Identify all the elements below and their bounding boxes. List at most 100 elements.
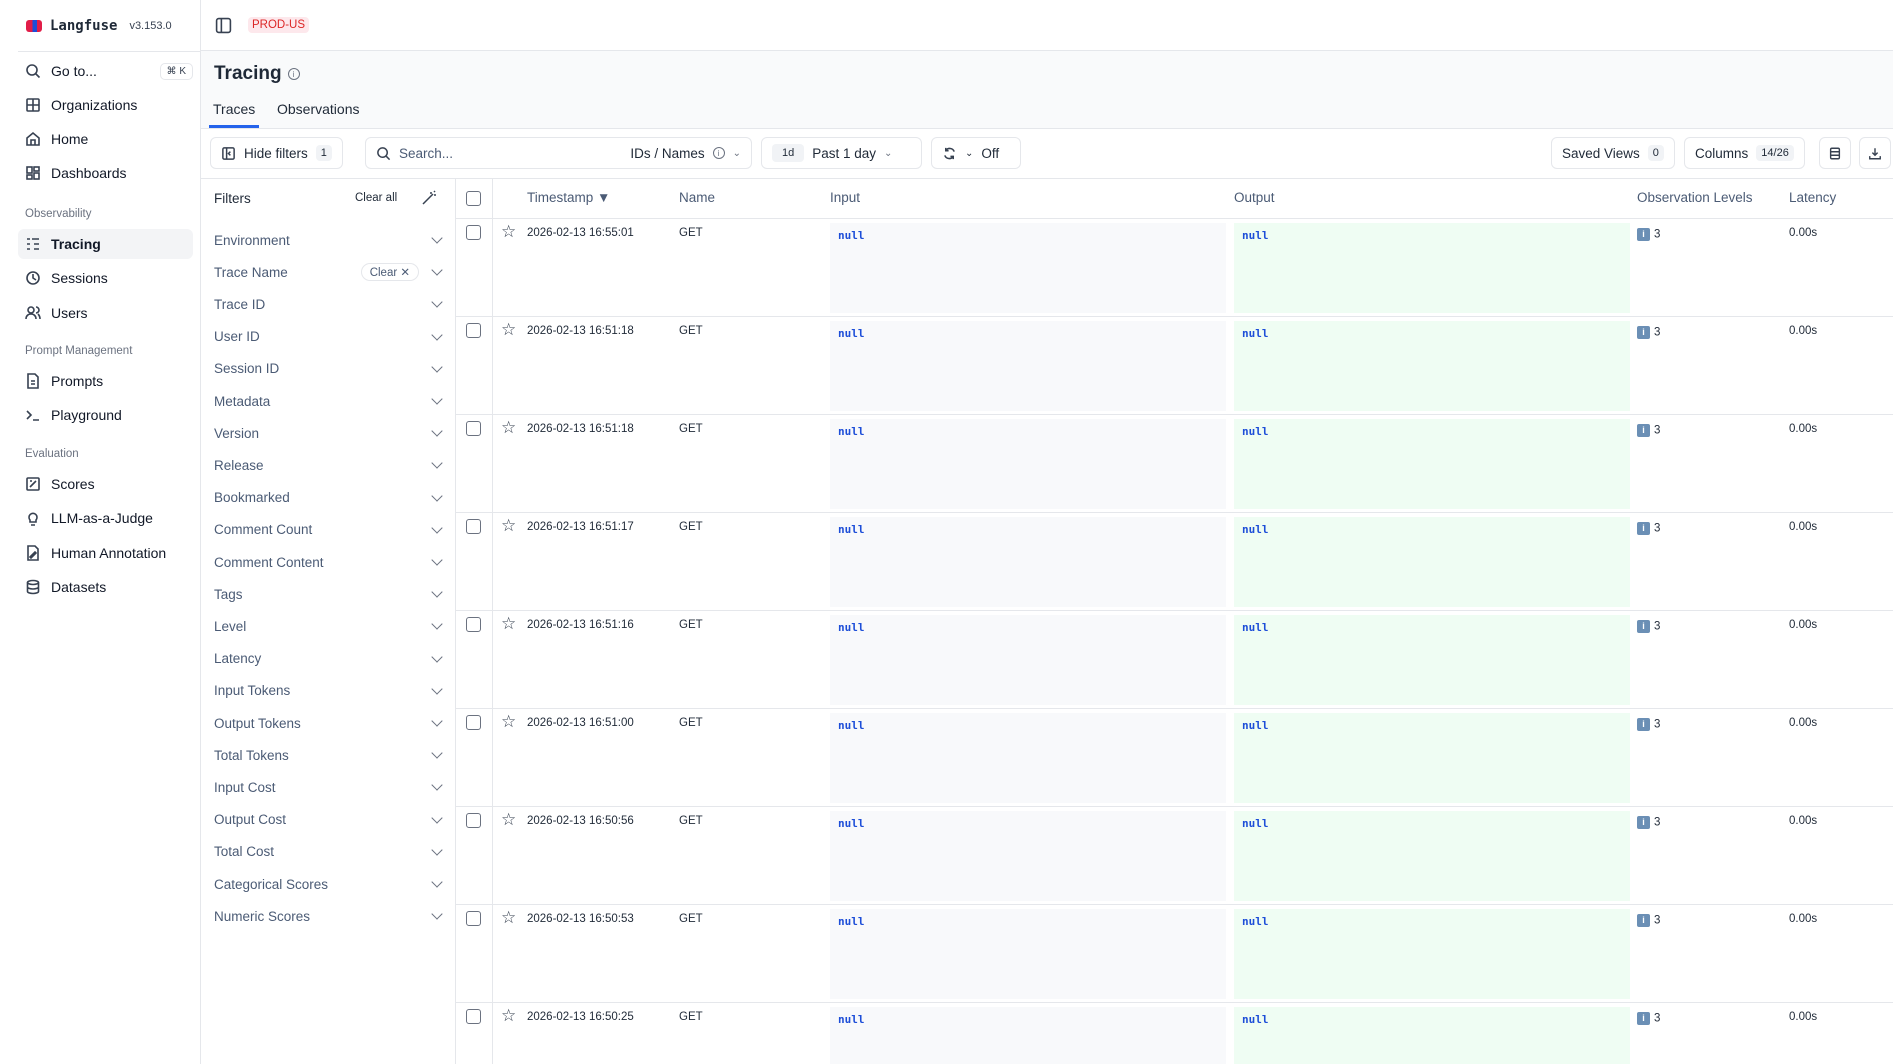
- name-cell[interactable]: GET: [679, 1011, 703, 1023]
- table-row[interactable]: ☆ 2026-02-13 16:51:16 GET null null i 3 0.00s: [456, 611, 1893, 709]
- brand[interactable]: Langfuse v3.153.0: [26, 18, 172, 34]
- app-version: v3.153.0: [129, 20, 172, 32]
- filter-comment-count[interactable]: Comment Count: [214, 518, 444, 542]
- time-range-select[interactable]: 1d Past 1 day ⌄: [761, 137, 922, 169]
- select-all-checkbox[interactable]: [466, 191, 481, 206]
- star-icon[interactable]: ☆: [501, 320, 517, 339]
- search-input[interactable]: Search...: [399, 145, 454, 161]
- tab-traces[interactable]: Traces: [209, 101, 260, 128]
- sidebar-item-home[interactable]: Home: [18, 124, 193, 154]
- filter-environment[interactable]: Environment: [214, 228, 444, 252]
- filter-version[interactable]: Version: [214, 421, 444, 445]
- table-row[interactable]: ☆ 2026-02-13 16:51:18 GET null null i 3 0.00s: [456, 317, 1893, 415]
- filter-session-id[interactable]: Session ID: [214, 357, 444, 381]
- star-icon[interactable]: ☆: [501, 222, 517, 241]
- name-cell[interactable]: GET: [679, 913, 703, 925]
- name-cell[interactable]: GET: [679, 325, 703, 337]
- table-row[interactable]: ☆ 2026-02-13 16:50:56 GET null null i 3 0.00s: [456, 807, 1893, 905]
- auto-refresh-button[interactable]: ⌄ Off: [931, 137, 1021, 169]
- row-checkbox[interactable]: [466, 1009, 481, 1024]
- sidebar-item-human-annotation[interactable]: Human Annotation: [18, 538, 193, 568]
- filter-user-id[interactable]: User ID: [214, 325, 444, 349]
- star-icon[interactable]: ☆: [501, 516, 517, 535]
- columns-button[interactable]: Columns 14/26: [1684, 137, 1805, 169]
- name-cell[interactable]: GET: [679, 717, 703, 729]
- filter-categorical-scores[interactable]: Categorical Scores: [214, 872, 444, 896]
- table-row[interactable]: ☆ 2026-02-13 16:50:25 GET null null i 3 0.00s: [456, 1003, 1893, 1064]
- clear-all-button[interactable]: Clear all: [355, 192, 398, 204]
- table-row[interactable]: ☆ 2026-02-13 16:55:01 GET null null i 3 0.00s: [456, 219, 1893, 317]
- sidebar-item-datasets[interactable]: Datasets: [18, 572, 193, 602]
- name-cell[interactable]: GET: [679, 521, 703, 533]
- header-name[interactable]: Name: [679, 190, 716, 205]
- filter-total-cost[interactable]: Total Cost: [214, 840, 444, 864]
- filter-input-cost[interactable]: Input Cost: [214, 775, 444, 799]
- filter-level[interactable]: Level: [214, 614, 444, 638]
- header-observation-levels[interactable]: Observation Levels: [1637, 190, 1753, 205]
- filter-output-cost[interactable]: Output Cost: [214, 808, 444, 832]
- sidebar-item-dashboards[interactable]: Dashboards: [18, 158, 193, 188]
- filter-output-tokens[interactable]: Output Tokens: [214, 711, 444, 735]
- filter-latency[interactable]: Latency: [214, 647, 444, 671]
- star-icon[interactable]: ☆: [501, 1006, 517, 1025]
- tab-observations[interactable]: Observations: [277, 101, 360, 117]
- info-icon[interactable]: i: [712, 147, 725, 159]
- star-icon[interactable]: ☆: [501, 712, 517, 731]
- info-icon[interactable]: i: [287, 67, 300, 80]
- header-latency[interactable]: Latency: [1789, 190, 1837, 205]
- row-checkbox[interactable]: [466, 813, 481, 828]
- name-cell[interactable]: GET: [679, 815, 703, 827]
- sidebar-item-scores[interactable]: Scores: [18, 469, 193, 499]
- sidebar-item-tracing[interactable]: Tracing: [18, 229, 193, 259]
- name-cell[interactable]: GET: [679, 423, 703, 435]
- name-cell[interactable]: GET: [679, 227, 703, 239]
- header-output[interactable]: Output: [1234, 190, 1275, 205]
- sidebar-item-playground[interactable]: Playground: [18, 400, 193, 430]
- filter-input-tokens[interactable]: Input Tokens: [214, 679, 444, 703]
- search-box[interactable]: Search... IDs / Names i ⌄: [365, 137, 752, 169]
- row-height-button[interactable]: [1819, 137, 1851, 169]
- star-icon[interactable]: ☆: [501, 614, 517, 633]
- filter-comment-content[interactable]: Comment Content: [214, 550, 444, 574]
- sidebar-item-llm-as-a-judge[interactable]: LLM-as-a-Judge: [18, 503, 193, 533]
- star-icon[interactable]: ☆: [501, 810, 517, 829]
- table-row[interactable]: ☆ 2026-02-13 16:51:18 GET null null i 3 0.00s: [456, 415, 1893, 513]
- filter-numeric-scores[interactable]: Numeric Scores: [214, 904, 444, 928]
- filter-metadata[interactable]: Metadata: [214, 389, 444, 413]
- sidebar-item-prompts[interactable]: Prompts: [18, 366, 193, 396]
- magic-wand-icon[interactable]: [421, 190, 437, 206]
- search-mode-select[interactable]: IDs / Names: [630, 145, 705, 161]
- filter-bookmarked[interactable]: Bookmarked: [214, 486, 444, 510]
- filter-tags[interactable]: Tags: [214, 582, 444, 606]
- row-checkbox[interactable]: [466, 715, 481, 730]
- row-checkbox[interactable]: [466, 519, 481, 534]
- header-timestamp[interactable]: Timestamp ▼: [527, 190, 611, 205]
- table-row[interactable]: ☆ 2026-02-13 16:50:53 GET null null i 3 0.00s: [456, 905, 1893, 1003]
- sidebar-item-users[interactable]: Users: [18, 298, 193, 328]
- filter-release[interactable]: Release: [214, 453, 444, 477]
- goto-button[interactable]: Go to... ⌘ K: [18, 56, 193, 86]
- row-checkbox[interactable]: [466, 323, 481, 338]
- sidebar-toggle-icon[interactable]: [215, 17, 232, 34]
- sidebar-item-organizations[interactable]: Organizations: [18, 90, 193, 120]
- row-checkbox[interactable]: [466, 617, 481, 632]
- header-input[interactable]: Input: [830, 190, 861, 205]
- table-row[interactable]: ☆ 2026-02-13 16:51:00 GET null null i 3 0.00s: [456, 709, 1893, 807]
- table-row[interactable]: ☆ 2026-02-13 16:51:17 GET null null i 3 0.00s: [456, 513, 1893, 611]
- filter-total-tokens[interactable]: Total Tokens: [214, 743, 444, 767]
- row-checkbox[interactable]: [466, 225, 481, 240]
- sidebar-item-label: LLM-as-a-Judge: [51, 510, 153, 527]
- saved-views-button[interactable]: Saved Views 0: [1551, 137, 1675, 169]
- filter-trace-id[interactable]: Trace ID: [214, 292, 444, 316]
- clear-filter-button[interactable]: Clear ✕: [360, 263, 419, 282]
- star-icon[interactable]: ☆: [501, 418, 517, 437]
- sidebar-item-sessions[interactable]: Sessions: [18, 263, 193, 293]
- download-button[interactable]: [1859, 137, 1891, 169]
- row-checkbox[interactable]: [466, 421, 481, 436]
- filter-trace-name[interactable]: Trace Name Clear ✕: [214, 260, 444, 284]
- row-checkbox[interactable]: [466, 911, 481, 926]
- hide-filters-button[interactable]: Hide filters 1: [210, 137, 343, 169]
- star-icon[interactable]: ☆: [501, 908, 517, 927]
- name-cell[interactable]: GET: [679, 619, 703, 631]
- filter-label: Numeric Scores: [214, 908, 311, 924]
